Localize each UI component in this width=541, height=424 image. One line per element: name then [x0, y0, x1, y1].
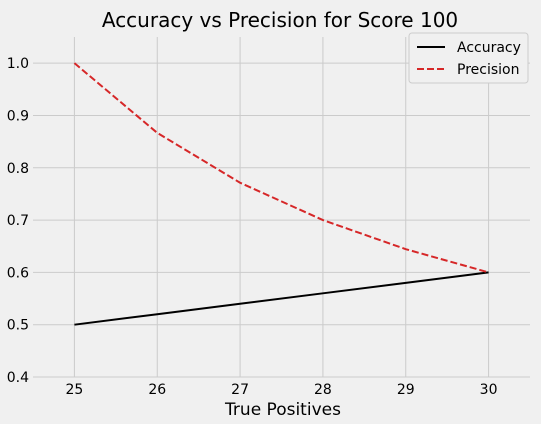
y-tick-label: 0.9: [7, 108, 29, 124]
y-tick-label: 0.8: [7, 161, 29, 177]
series-line-precision: [73, 62, 489, 274]
y-tick-label: 0.5: [7, 318, 29, 334]
legend-box: [408, 32, 529, 84]
tick-labels: 25 26 27 28 29 30 0.4 0.5 0.6 0.7 0.8 0.9 1.0: [7, 56, 498, 398]
grid: [33, 37, 530, 378]
y-tick-label: 1.0: [7, 56, 29, 72]
chart-title: Accuracy vs Precision for Score 100: [102, 8, 458, 32]
x-axis-label: True Positives: [224, 400, 341, 420]
x-tick-label: 28: [314, 382, 332, 398]
x-tick-label: 30: [480, 382, 498, 398]
x-tick-label: 27: [231, 382, 249, 398]
legend-label-precision: Precision: [457, 62, 519, 78]
y-tick-label: 0.6: [7, 265, 29, 281]
y-tick-label: 0.7: [7, 213, 29, 229]
series-lines: [73, 62, 489, 326]
legend: Accuracy Precision: [408, 32, 529, 84]
legend-label-accuracy: Accuracy: [457, 40, 521, 56]
y-tick-label: 0.4: [7, 370, 29, 386]
x-tick-label: 26: [148, 382, 166, 398]
x-tick-label: 29: [397, 382, 415, 398]
series-line-accuracy: [74, 271, 489, 326]
x-tick-label: 25: [66, 382, 84, 398]
